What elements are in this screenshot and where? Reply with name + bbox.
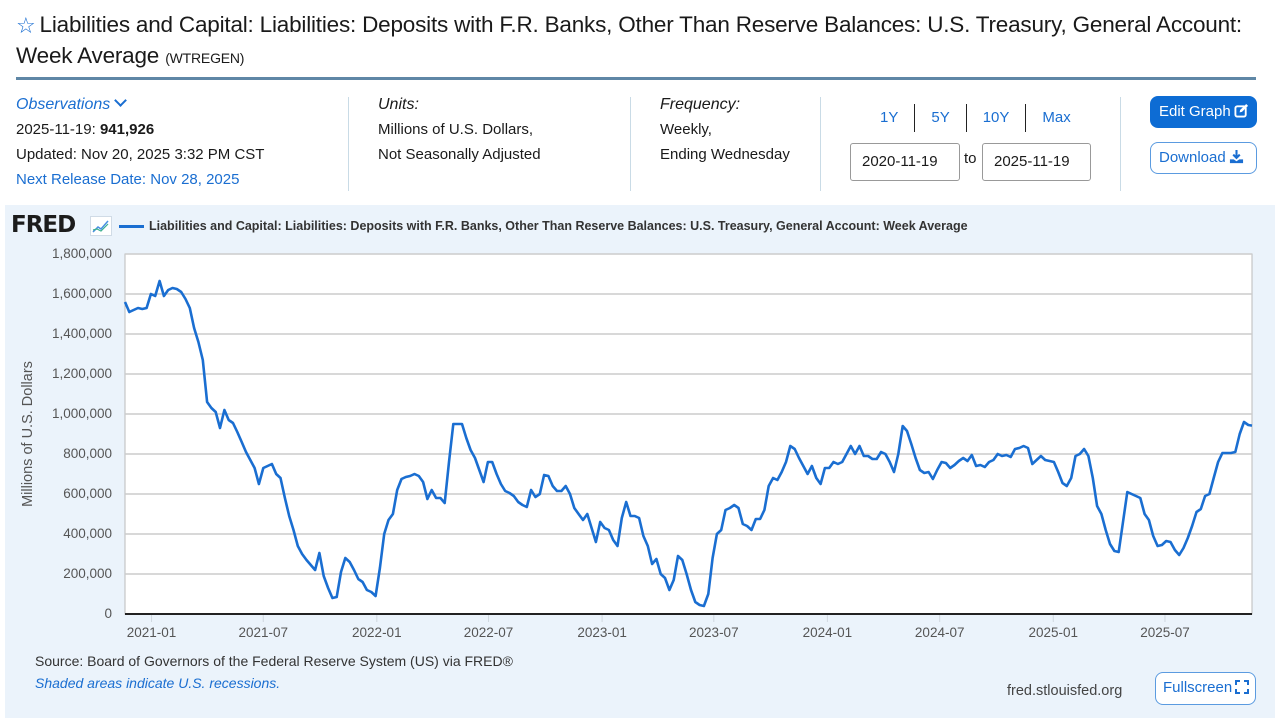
fred-chart-icon bbox=[90, 216, 112, 236]
range-max-button[interactable]: Max bbox=[1042, 109, 1071, 126]
range-1y-button[interactable]: 1Y bbox=[865, 104, 916, 132]
range-5y-button[interactable]: 5Y bbox=[915, 104, 967, 132]
observation-date: 2025-11-19: bbox=[16, 121, 96, 138]
frequency-line1: Weekly, bbox=[660, 121, 712, 138]
recession-note-link[interactable]: Shaded areas indicate U.S. recessions. bbox=[35, 675, 281, 691]
column-divider bbox=[348, 97, 349, 191]
column-divider bbox=[630, 97, 631, 191]
series-title: Liabilities and Capital: Liabilities: De… bbox=[16, 12, 1242, 68]
page-header: ☆ Liabilities and Capital: Liabilities: D… bbox=[16, 10, 1256, 73]
frequency-panel: Frequency: Weekly, Ending Wednesday bbox=[660, 92, 790, 167]
next-release-link[interactable]: Next Release Date: Nov 28, 2025 bbox=[16, 171, 240, 188]
legend-label: Liabilities and Capital: Liabilities: De… bbox=[149, 219, 968, 233]
observation-value: 941,926 bbox=[99, 121, 155, 138]
start-date-input[interactable]: 2020-11-19 bbox=[850, 143, 960, 181]
range-10y-button[interactable]: 10Y bbox=[967, 104, 1027, 132]
frequency-label: Frequency: bbox=[660, 96, 741, 113]
chevron-down-icon[interactable] bbox=[114, 94, 128, 107]
page-title: ☆ Liabilities and Capital: Liabilities: D… bbox=[16, 10, 1256, 73]
chart-panel bbox=[5, 205, 1275, 718]
to-label: to bbox=[964, 150, 977, 167]
star-outline-icon[interactable]: ☆ bbox=[16, 13, 36, 38]
fullscreen-button[interactable]: Fullscreen bbox=[1155, 672, 1256, 705]
edit-graph-label: Edit Graph bbox=[1159, 103, 1231, 120]
edit-graph-button[interactable]: Edit Graph bbox=[1150, 96, 1257, 128]
frequency-line2: Ending Wednesday bbox=[660, 146, 790, 163]
units-line2: Not Seasonally Adjusted bbox=[378, 146, 541, 163]
fred-logo: FRED bbox=[11, 212, 76, 238]
column-divider bbox=[1120, 97, 1121, 191]
end-date-input[interactable]: 2025-11-19 bbox=[982, 143, 1091, 181]
units-label: Units: bbox=[378, 96, 419, 113]
observations-dropdown[interactable]: Observations bbox=[16, 96, 111, 113]
units-line1: Millions of U.S. Dollars, bbox=[378, 121, 534, 138]
series-meta: Observations 2025-11-19: 941,926 Updated… bbox=[0, 92, 1280, 192]
y-axis-label: Millions of U.S. Dollars bbox=[20, 361, 36, 507]
observations-panel: Observations 2025-11-19: 941,926 Updated… bbox=[16, 92, 264, 192]
edit-icon bbox=[1234, 103, 1248, 118]
download-label: Download bbox=[1159, 149, 1226, 166]
title-divider bbox=[16, 77, 1256, 80]
units-panel: Units: Millions of U.S. Dollars, Not Sea… bbox=[378, 92, 541, 167]
updated-text: Updated: Nov 20, 2025 3:32 PM CST bbox=[16, 146, 265, 163]
series-id: (WTREGEN) bbox=[165, 50, 245, 66]
fullscreen-icon bbox=[1235, 680, 1250, 694]
source-note: Source: Board of Governors of the Federa… bbox=[35, 653, 513, 669]
column-divider bbox=[820, 97, 821, 191]
fullscreen-label: Fullscreen bbox=[1163, 679, 1233, 696]
range-selector: 1Y 5Y 10Y Max bbox=[865, 104, 1087, 132]
site-url: fred.stlouisfed.org bbox=[1007, 683, 1123, 699]
download-icon bbox=[1229, 149, 1243, 164]
legend-swatch bbox=[119, 225, 144, 228]
download-button[interactable]: Download bbox=[1150, 142, 1257, 174]
